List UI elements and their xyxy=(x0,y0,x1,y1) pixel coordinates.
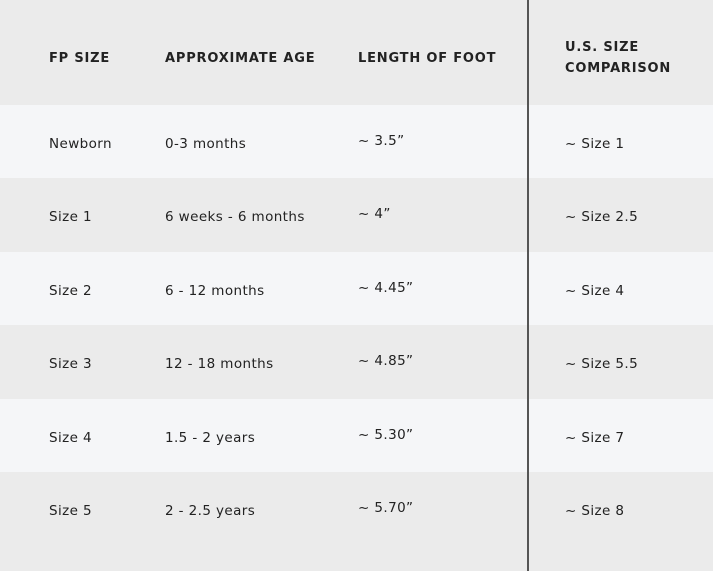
header-fp-size: FP SIZE xyxy=(49,51,111,66)
table-row: Size 4 1.5 - 2 years ~ 5.30” ~ Size 7 xyxy=(0,399,713,472)
us-size-cell: ~ Size 8 xyxy=(565,503,625,519)
foot-length-cell: ~ 5.70” xyxy=(358,500,414,516)
fp-size-cell: Size 5 xyxy=(49,503,92,519)
age-cell: 2 - 2.5 years xyxy=(165,503,256,519)
header-us-size-comparison: U.S. SIZE COMPARISON xyxy=(565,37,671,79)
age-cell: 6 weeks - 6 months xyxy=(165,209,305,225)
table-row: Size 1 6 weeks - 6 months ~ 4” ~ Size 2.5 xyxy=(0,178,713,252)
table-row: Size 3 12 - 18 months ~ 4.85” ~ Size 5.5 xyxy=(0,325,713,399)
header-us-line-2: COMPARISON xyxy=(565,61,672,76)
table-row: Size 2 6 - 12 months ~ 4.45” ~ Size 4 xyxy=(0,252,713,325)
us-size-cell: ~ Size 7 xyxy=(565,430,625,446)
header-us-line-1: U.S. SIZE xyxy=(565,40,640,55)
fp-size-cell: Newborn xyxy=(49,136,112,152)
table-header: FP SIZE APPROXIMATE AGE LENGTH OF FOOT U… xyxy=(0,0,713,105)
fp-size-cell: Size 1 xyxy=(49,209,92,225)
foot-length-cell: ~ 3.5” xyxy=(358,133,405,149)
column-divider xyxy=(527,0,529,571)
header-approximate-age: APPROXIMATE AGE xyxy=(165,51,316,66)
us-size-cell: ~ Size 2.5 xyxy=(565,209,639,225)
age-cell: 1.5 - 2 years xyxy=(165,430,256,446)
us-size-cell: ~ Size 4 xyxy=(565,283,625,299)
us-size-cell: ~ Size 1 xyxy=(565,136,625,152)
fp-size-cell: Size 3 xyxy=(49,356,92,372)
foot-length-cell: ~ 5.30” xyxy=(358,427,414,443)
fp-size-cell: Size 2 xyxy=(49,283,92,299)
age-cell: 0-3 months xyxy=(165,136,247,152)
fp-size-cell: Size 4 xyxy=(49,430,92,446)
header-length-of-foot: LENGTH OF FOOT xyxy=(358,51,497,66)
us-size-cell: ~ Size 5.5 xyxy=(565,356,639,372)
foot-length-cell: ~ 4” xyxy=(358,206,391,222)
table-row: Newborn 0-3 months ~ 3.5” ~ Size 1 xyxy=(0,105,713,178)
table-row: Size 5 2 - 2.5 years ~ 5.70” ~ Size 8 xyxy=(0,472,713,571)
age-cell: 12 - 18 months xyxy=(165,356,274,372)
age-cell: 6 - 12 months xyxy=(165,283,265,299)
foot-length-cell: ~ 4.85” xyxy=(358,353,414,369)
foot-length-cell: ~ 4.45” xyxy=(358,280,414,296)
